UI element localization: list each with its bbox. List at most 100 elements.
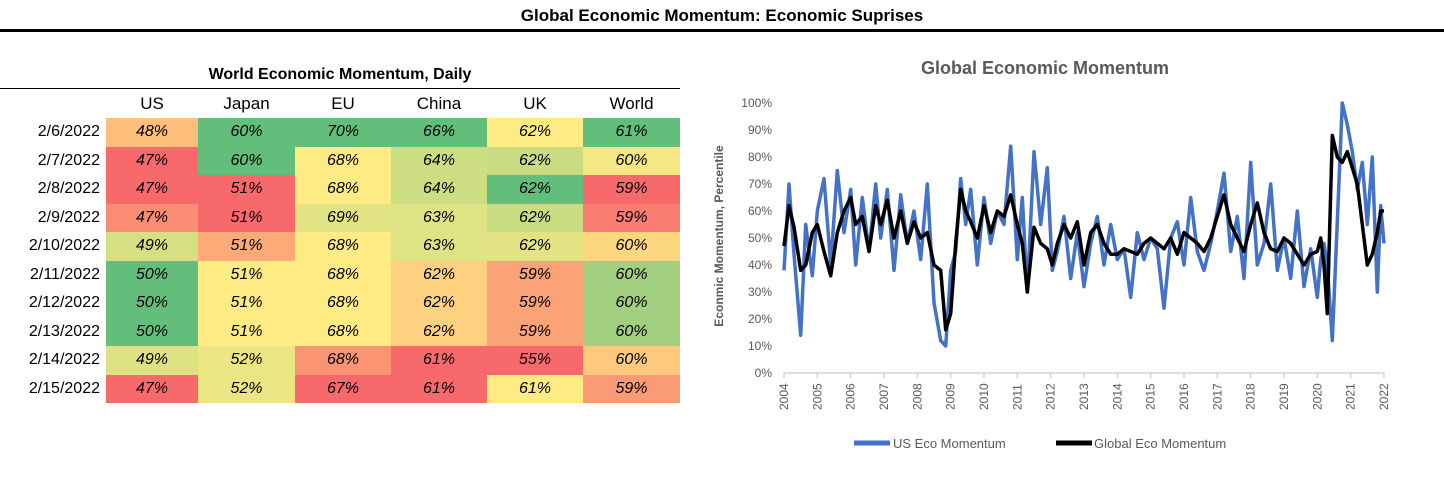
heatmap-table: US Japan EU China UK World 2/6/2022 48% 60% 70% 6…	[0, 90, 680, 403]
heat-cell: 62%	[487, 146, 583, 175]
heat-cell: 59%	[583, 175, 680, 204]
table-row: 2/10/2022 49% 51% 68% 63% 62% 60%	[0, 232, 680, 261]
heat-cell: 70%	[295, 118, 391, 147]
row-date: 2/12/2022	[28, 294, 100, 312]
x-tick-label: 2019	[1277, 383, 1291, 410]
heat-cell: 62%	[391, 289, 487, 318]
column-header: UK	[523, 94, 547, 113]
column-header: EU	[331, 94, 355, 113]
heat-cell: 59%	[487, 317, 583, 346]
heat-cell: 50%	[106, 317, 198, 346]
series-lines	[782, 101, 1386, 348]
heat-cell: 51%	[198, 317, 295, 346]
y-tick-label: 20%	[748, 312, 772, 326]
heat-cell: 59%	[487, 260, 583, 289]
x-tick-label: 2017	[1210, 383, 1224, 410]
heat-cell: 60%	[583, 260, 680, 289]
heat-cell: 48%	[106, 118, 198, 147]
chart-title: Global Economic Momentum	[921, 58, 1169, 78]
heat-cell: 50%	[106, 260, 198, 289]
table-row: 2/13/2022 50% 51% 68% 62% 59% 60%	[0, 317, 680, 346]
table-row: 2/9/2022 47% 51% 69% 63% 62% 59%	[0, 203, 680, 232]
column-header: Japan	[223, 94, 270, 113]
heat-cell: 60%	[583, 346, 680, 375]
heat-cell: 59%	[583, 203, 680, 232]
heat-cell: 68%	[295, 260, 391, 289]
heat-cell: 68%	[295, 232, 391, 261]
x-tick-label: 2014	[1110, 383, 1124, 410]
heat-cell: 60%	[583, 289, 680, 318]
x-tick-label: 2010	[977, 383, 991, 410]
chart-legend: US Eco Momentum Global Eco Momentum	[854, 436, 1226, 451]
series-line-global	[782, 133, 1384, 332]
heat-cell: 60%	[198, 146, 295, 175]
x-tick-label: 2022	[1377, 383, 1391, 410]
heat-cell: 62%	[487, 118, 583, 147]
page-title: Global Economic Momentum: Economic Supri…	[520, 6, 924, 25]
heat-cell: 50%	[106, 289, 198, 318]
title-divider	[0, 29, 1444, 32]
heat-cell: 51%	[198, 175, 295, 204]
heat-cell: 67%	[295, 374, 391, 403]
heat-cell: 55%	[487, 346, 583, 375]
x-tick-label: 2016	[1177, 383, 1191, 410]
heat-cell: 60%	[583, 317, 680, 346]
y-tick-label: 30%	[748, 285, 772, 299]
y-tick-label: 0%	[755, 366, 773, 380]
heat-cell: 61%	[583, 118, 680, 147]
x-tick-label: 2009	[944, 383, 958, 410]
y-tick-label: 90%	[748, 123, 772, 137]
x-tick-label: 2007	[877, 383, 891, 410]
x-tick-label: 2018	[1244, 383, 1258, 410]
y-tick-label: 70%	[748, 177, 772, 191]
heat-cell: 49%	[106, 232, 198, 261]
heat-cell: 62%	[391, 260, 487, 289]
y-tick-label: 100%	[741, 96, 772, 110]
heat-cell: 51%	[198, 289, 295, 318]
x-tick-label: 2004	[777, 383, 791, 410]
row-date: 2/8/2022	[37, 180, 100, 198]
table-row: 2/11/2022 50% 51% 68% 62% 59% 60%	[0, 260, 680, 289]
column-header: US	[140, 94, 164, 113]
y-tick-label: 50%	[748, 231, 772, 245]
legend-label-us: US Eco Momentum	[893, 436, 1006, 451]
heat-cell: 52%	[198, 346, 295, 375]
row-date: 2/6/2022	[37, 123, 100, 141]
heat-cell: 60%	[583, 146, 680, 175]
heat-cell: 51%	[198, 260, 295, 289]
x-tick-label: 2013	[1077, 383, 1091, 410]
heat-cell: 61%	[391, 346, 487, 375]
column-header: China	[416, 94, 462, 113]
table-title-divider	[0, 88, 680, 89]
heat-cell: 63%	[391, 232, 487, 261]
y-tick-label: 60%	[748, 204, 772, 218]
heat-cell: 51%	[198, 232, 295, 261]
header-blank	[0, 90, 106, 118]
y-axis-ticks: 0% 10% 20% 30% 40% 50% 60% 70% 80% 90% 100%	[741, 96, 772, 380]
heat-cell: 51%	[198, 203, 295, 232]
column-header: World	[609, 94, 654, 113]
table-row: 2/8/2022 47% 51% 68% 64% 62% 59%	[0, 175, 680, 204]
x-tick-label: 2008	[910, 383, 924, 410]
momentum-line-chart: Global Economic Momentum 0% 10% 20% 30% 40% 5…	[712, 58, 1391, 451]
y-axis-label: Econmic Momentum, Percentile	[712, 145, 726, 327]
heat-cell: 62%	[487, 203, 583, 232]
heat-cell: 59%	[487, 289, 583, 318]
y-tick-label: 80%	[748, 150, 772, 164]
heat-cell: 61%	[487, 374, 583, 403]
heat-cell: 68%	[295, 289, 391, 318]
table-header-row: US Japan EU China UK World	[0, 90, 680, 118]
x-tick-label: 2011	[1010, 384, 1024, 410]
table-row: 2/15/2022 47% 52% 67% 61% 61% 59%	[0, 374, 680, 403]
heat-cell: 68%	[295, 346, 391, 375]
x-tick-label: 2015	[1144, 383, 1158, 410]
table-row: 2/12/2022 50% 51% 68% 62% 59% 60%	[0, 289, 680, 318]
x-tick-label: 2006	[844, 383, 858, 410]
y-tick-label: 40%	[748, 258, 772, 272]
heat-cell: 66%	[391, 118, 487, 147]
heat-cell: 63%	[391, 203, 487, 232]
heat-cell: 60%	[198, 118, 295, 147]
heat-cell: 49%	[106, 346, 198, 375]
heat-cell: 62%	[487, 232, 583, 261]
heat-cell: 61%	[391, 374, 487, 403]
